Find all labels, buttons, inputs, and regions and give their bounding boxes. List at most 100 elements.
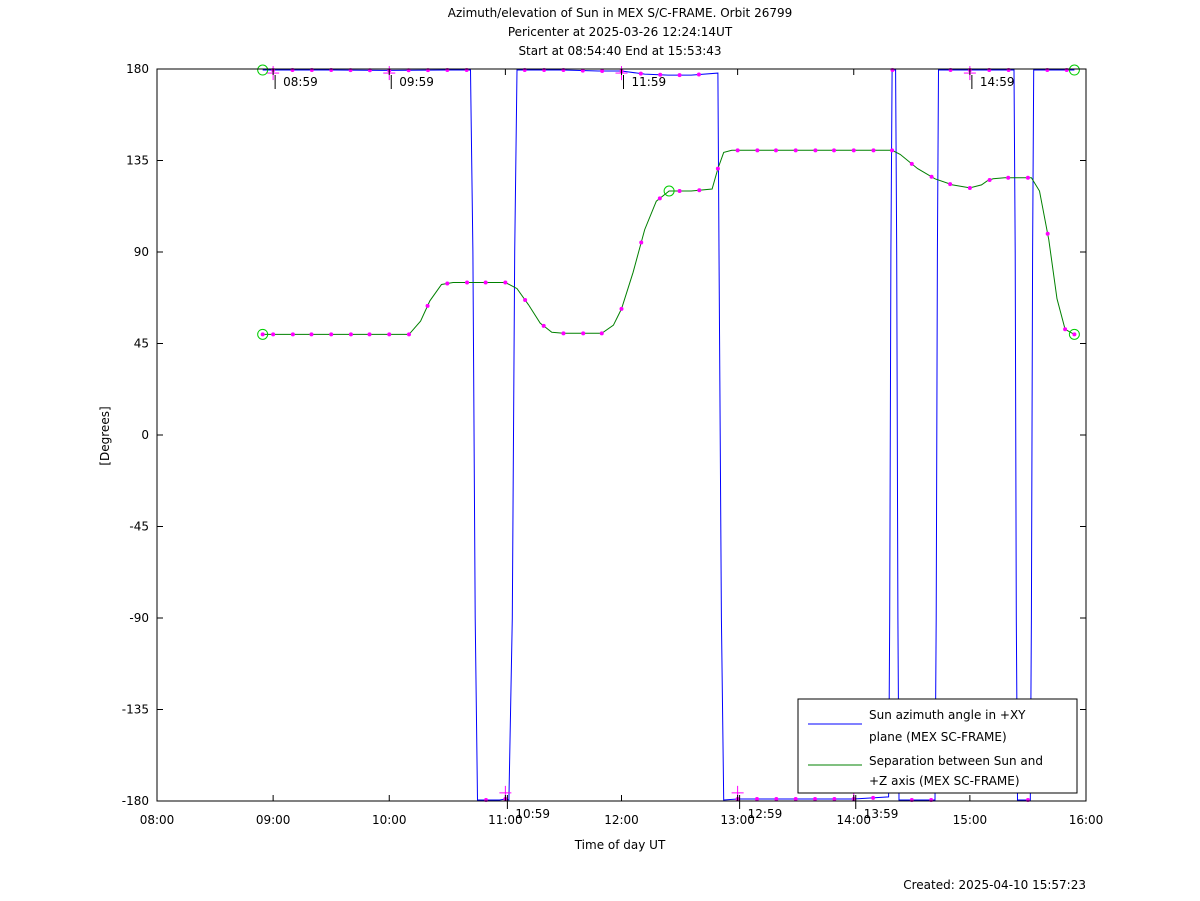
separation-marker	[1025, 175, 1030, 180]
y-tick-label: 45	[134, 337, 149, 351]
separation-marker	[599, 331, 604, 336]
separation-marker	[909, 161, 914, 166]
title-line-3: Start at 08:54:40 End at 15:53:43	[518, 44, 721, 58]
separation-marker	[639, 240, 644, 245]
separation-marker	[1045, 231, 1050, 236]
y-tick-label: -180	[122, 794, 149, 808]
separation-marker	[619, 306, 624, 311]
x-tick-label: 11:00	[488, 813, 523, 827]
azimuth-marker	[871, 795, 876, 800]
azimuth-marker	[774, 796, 779, 801]
x-tick-label: 14:00	[836, 813, 871, 827]
separation-marker	[406, 332, 411, 337]
azimuth-marker	[696, 72, 701, 77]
azimuth-marker	[658, 72, 663, 77]
x-tick-label: 15:00	[953, 813, 988, 827]
separation-marker	[773, 148, 778, 153]
separation-marker	[677, 189, 682, 193]
azimuth-marker	[793, 796, 798, 801]
highlight-marker	[257, 64, 269, 76]
y-tick-label: 180	[126, 62, 149, 76]
y-tick-label: 0	[141, 428, 149, 442]
separation-marker	[697, 188, 702, 193]
separation-marker	[793, 148, 798, 153]
separation-marker	[483, 280, 488, 285]
legend-label-azimuth-1: Sun azimuth angle in +XY	[869, 708, 1026, 722]
azimuth-marker	[600, 69, 605, 74]
y-tick-label: -135	[122, 703, 149, 717]
separation-marker	[967, 185, 972, 190]
separation-marker	[1063, 327, 1068, 332]
highlight-marker	[1068, 328, 1080, 340]
separation-marker	[271, 332, 276, 337]
footer-created: Created: 2025-04-10 15:57:23	[903, 878, 1086, 892]
separation-marker	[387, 332, 392, 337]
separation-marker	[948, 182, 953, 187]
azimuth-marker	[754, 796, 759, 801]
azimuth-marker	[677, 73, 682, 78]
separation-marker	[290, 332, 295, 337]
legend-label-separation-1: Separation between Sun and	[869, 754, 1043, 768]
x-tick-label: 13:00	[720, 813, 755, 827]
legend-label-separation-2: +Z axis (MEX SC-FRAME)	[869, 774, 1020, 788]
highlight-marker	[257, 328, 269, 340]
highlight-marker	[663, 185, 675, 197]
separation-marker	[561, 331, 566, 336]
y-axis-label: [Degrees]	[98, 406, 112, 465]
time-label: 09:59	[399, 75, 434, 89]
time-label: 08:59	[283, 75, 318, 89]
separation-marker	[715, 166, 720, 171]
separation-marker	[813, 148, 818, 153]
y-tick-label: 135	[126, 154, 149, 168]
x-axis-label: Time of day UT	[574, 838, 666, 852]
y-tick-label: 90	[134, 245, 149, 259]
separation-marker	[348, 332, 353, 337]
time-label: 14:59	[980, 75, 1015, 89]
y-tick-label: -45	[129, 520, 149, 534]
x-tick-label: 10:00	[372, 813, 407, 827]
separation-marker	[445, 281, 450, 286]
separation-marker	[755, 148, 760, 153]
separation-marker	[890, 148, 895, 153]
plot-frame	[156, 68, 1087, 802]
separation-marker	[871, 148, 876, 153]
separation-marker	[1072, 332, 1077, 337]
time-label: 11:59	[632, 75, 667, 89]
separation-marker	[657, 196, 662, 201]
time-label: 10:59	[515, 807, 550, 821]
separation-marker	[503, 280, 508, 285]
azimuth-marker	[638, 71, 643, 76]
title-line-2: Pericenter at 2025-03-26 12:24:14UT	[508, 25, 733, 39]
time-label: 13:59	[864, 807, 899, 821]
x-tick-label: 08:00	[140, 813, 175, 827]
separation-marker	[329, 332, 334, 337]
x-tick-label: 16:00	[1069, 813, 1104, 827]
separation-marker	[832, 148, 837, 153]
separation-marker	[309, 332, 314, 337]
azimuth-marker	[813, 796, 818, 801]
azimuth-marker	[580, 68, 585, 73]
legend: Sun azimuth angle in +XY plane (MEX SC-F…	[797, 698, 1078, 794]
separation-marker	[929, 174, 934, 179]
separation-marker	[260, 332, 265, 337]
time-label: 12:59	[748, 807, 783, 821]
separation-marker	[581, 331, 586, 336]
separation-series-line	[262, 149, 1075, 335]
separation-marker	[987, 178, 992, 183]
azimuth-marker	[832, 796, 837, 801]
separation-marker	[367, 332, 372, 337]
x-tick-label: 09:00	[256, 813, 291, 827]
separation-marker	[735, 148, 740, 153]
legend-box	[797, 698, 1078, 794]
legend-label-azimuth-2: plane (MEX SC-FRAME)	[869, 730, 1007, 744]
separation-marker	[465, 280, 470, 285]
separation-marker	[1006, 175, 1011, 180]
azimuth-series-line	[262, 69, 1075, 801]
separation-marker	[851, 148, 856, 153]
highlight-marker	[1068, 64, 1080, 76]
separation-marker	[523, 297, 528, 302]
x-tick-label: 12:00	[604, 813, 639, 827]
chart-title: Azimuth/elevation of Sun in MEX S/C-FRAM…	[448, 6, 793, 58]
title-line-1: Azimuth/elevation of Sun in MEX S/C-FRAM…	[448, 6, 793, 20]
